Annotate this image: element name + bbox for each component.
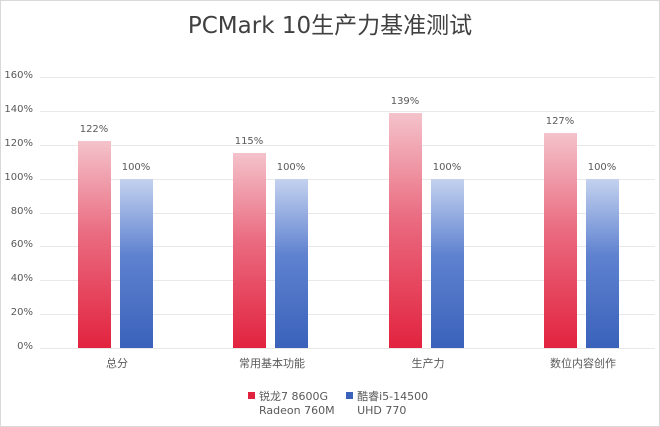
y-tick-label: 40% — [10, 273, 33, 285]
y-tick-label: 120% — [4, 137, 33, 149]
y-tick-label: 0% — [17, 341, 33, 352]
legend-label: 锐龙7 8600G — [259, 390, 329, 403]
gridline — [40, 280, 655, 282]
data-label: 100% — [121, 161, 151, 173]
gridline — [40, 110, 655, 112]
bar-series-a — [78, 141, 111, 348]
legend-item-series-b: 酷睿i5-14500 UHD 770 — [346, 390, 428, 418]
y-tick-label: 20% — [10, 307, 33, 319]
gridline — [40, 212, 655, 214]
legend-swatch-blue-icon — [346, 392, 354, 399]
legend: 锐龙7 8600G Radeon 760M 酷睿i5-14500 UHD 770 — [248, 390, 428, 418]
y-tick-label: 100% — [4, 171, 33, 183]
data-label: 100% — [276, 161, 306, 173]
gridline — [40, 348, 655, 349]
bar-series-b — [431, 178, 464, 348]
data-label: 115% — [234, 136, 264, 148]
data-label: 127% — [545, 115, 575, 127]
data-label: 139% — [390, 95, 420, 107]
legend-sublabel: Radeon 760M — [259, 404, 335, 417]
gridline — [40, 314, 655, 316]
data-label: 100% — [432, 161, 462, 173]
gridline — [40, 77, 655, 78]
bar-series-a — [544, 132, 577, 348]
legend-sublabel: UHD 770 — [357, 404, 407, 417]
bar-series-a — [233, 153, 266, 348]
x-category-label: 总分 — [106, 357, 128, 370]
bar-series-b — [120, 178, 153, 348]
legend-label: 酷睿i5-14500 — [357, 390, 429, 403]
data-label: 100% — [587, 161, 617, 173]
y-tick-label: 60% — [10, 239, 33, 251]
bar-series-b — [275, 178, 308, 348]
x-category-label: 生产力 — [411, 357, 445, 370]
gridline — [40, 178, 655, 180]
data-label: 122% — [79, 124, 109, 136]
y-tick-label: 140% — [4, 103, 33, 115]
chart-title: PCMark 10生产力基准测试 — [187, 13, 473, 39]
bar-series-a — [389, 112, 422, 348]
x-category-label: 数位内容创作 — [550, 357, 616, 370]
gridline — [40, 246, 655, 248]
gridline — [40, 144, 655, 146]
legend-swatch-red-icon — [248, 392, 255, 399]
y-tick-label: 160% — [4, 70, 33, 81]
x-category-label: 常用基本功能 — [239, 357, 305, 370]
legend-item-series-a: 锐龙7 8600G Radeon 760M — [248, 390, 335, 418]
bar-series-b — [586, 178, 619, 348]
y-tick-label: 80% — [10, 205, 33, 217]
